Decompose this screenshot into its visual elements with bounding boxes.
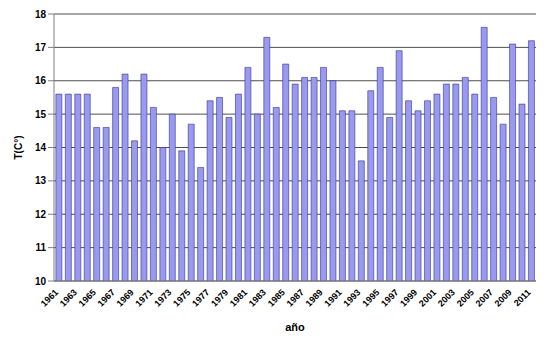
svg-text:17: 17 [35,42,47,53]
svg-text:2007: 2007 [474,287,495,308]
svg-text:1963: 1963 [58,287,79,308]
svg-text:T(C°): T(C°) [13,136,24,160]
svg-text:18: 18 [35,9,47,20]
svg-text:1965: 1965 [77,287,98,308]
svg-text:2001: 2001 [417,287,438,308]
svg-text:1961: 1961 [39,287,60,308]
svg-text:1991: 1991 [322,287,343,308]
svg-text:14: 14 [35,142,47,153]
svg-text:2003: 2003 [436,287,457,308]
svg-text:16: 16 [35,75,47,86]
svg-text:1969: 1969 [115,287,136,308]
svg-text:1977: 1977 [190,287,211,308]
svg-text:15: 15 [35,109,47,120]
svg-text:2005: 2005 [455,287,476,308]
svg-text:año: año [285,321,305,333]
svg-text:11: 11 [35,242,46,253]
svg-text:1979: 1979 [209,287,230,308]
svg-text:1985: 1985 [266,287,287,308]
svg-text:1971: 1971 [133,287,154,308]
svg-text:1987: 1987 [285,287,306,308]
svg-text:1981: 1981 [228,287,249,308]
svg-text:1995: 1995 [360,287,381,308]
svg-text:2011: 2011 [512,287,533,308]
svg-text:13: 13 [35,175,47,186]
svg-text:1975: 1975 [171,287,192,308]
svg-text:12: 12 [35,209,47,220]
svg-text:10: 10 [35,276,47,287]
svg-text:2009: 2009 [493,287,514,308]
svg-text:1967: 1967 [96,287,117,308]
svg-text:1983: 1983 [247,287,268,308]
svg-text:1989: 1989 [304,287,325,308]
svg-text:1993: 1993 [341,287,362,308]
svg-text:1973: 1973 [152,287,173,308]
svg-text:1999: 1999 [398,287,419,308]
svg-text:1997: 1997 [379,287,400,308]
